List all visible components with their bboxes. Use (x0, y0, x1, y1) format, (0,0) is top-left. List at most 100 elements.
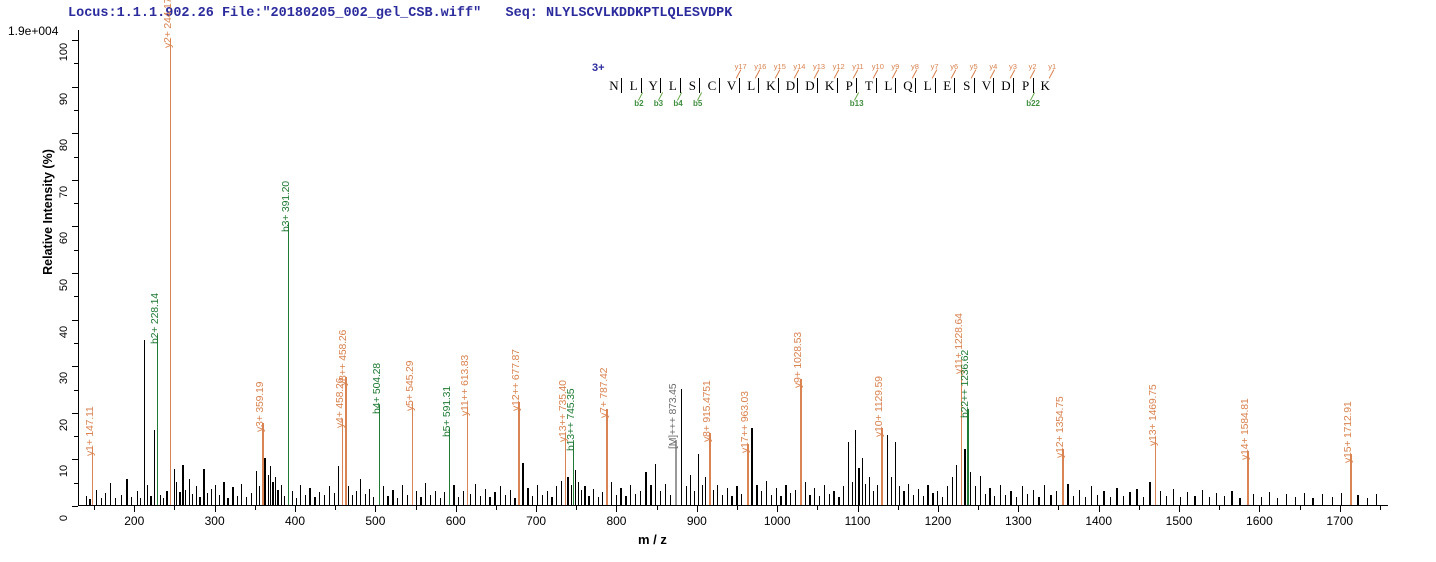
spectrum-peak (546, 491, 548, 505)
annotated-peak[interactable] (1154, 437, 1157, 505)
spectrum-peak (858, 467, 860, 505)
annotated-peak[interactable] (960, 365, 963, 505)
annotated-peak[interactable] (345, 376, 347, 505)
spectrum-peak (1375, 493, 1378, 505)
spectrum-peak (304, 494, 306, 505)
spectrum-peak (415, 491, 417, 505)
spectrum-peak (1172, 489, 1174, 505)
spectrum-plot-area[interactable]: 0 10 20 30 40 50 60 70 80 90 100 200 300 400 500 600 700… (58, 0, 1388, 528)
spectrum-peak (1050, 494, 1052, 505)
annotated-peak[interactable] (448, 428, 451, 505)
annotated-peak[interactable] (967, 409, 969, 505)
spectrum-peak (143, 339, 146, 505)
intensity-scale-label: 1.9e+004 (8, 24, 59, 38)
spectrum-peak (237, 495, 239, 505)
x-axis-tick-label: 1400 (1085, 514, 1113, 528)
spectrum-peak (908, 483, 910, 505)
annotated-peak[interactable] (800, 379, 802, 505)
spectrum-peak (1090, 486, 1092, 505)
y-ion-label: y7 (930, 62, 939, 71)
spectrum-peak (721, 494, 724, 505)
annotated-peak[interactable] (1350, 453, 1352, 505)
annotated-peak[interactable] (1247, 451, 1249, 505)
peak-label: y7+ 787.42 (598, 368, 611, 419)
y-axis-minor-tick (74, 109, 78, 111)
spectrum-peak (974, 486, 977, 505)
peptide-residue: V (981, 78, 992, 93)
spectrum-peak (509, 490, 511, 505)
x-axis-minor-tick (737, 506, 739, 510)
spectrum-peak (1067, 483, 1069, 505)
peak-label: y3+ 359.19 (254, 382, 267, 433)
residue-divider (875, 78, 877, 93)
spectrum-peak (100, 498, 102, 505)
annotated-peak[interactable] (91, 446, 94, 505)
x-axis-minor-tick (1058, 506, 1060, 510)
x-axis-tick (455, 506, 457, 512)
spectrum-peak (348, 486, 350, 505)
annotated-peak[interactable] (675, 439, 677, 505)
spectrum-peak (630, 485, 632, 505)
annotated-peak[interactable] (466, 407, 469, 505)
spectrum-peak (270, 465, 272, 505)
residue-divider (660, 78, 662, 93)
file-label: File:"20180205_002_gel_CSB.wiff" (221, 6, 482, 21)
residue-divider (758, 78, 760, 93)
annotated-peak[interactable] (564, 432, 566, 505)
spectrum-peak (1303, 492, 1305, 505)
spectrum-peak (898, 486, 900, 505)
b-ion-label: b4 (673, 99, 683, 108)
residue-divider (640, 78, 642, 93)
annotated-peak[interactable] (881, 428, 883, 505)
spectrum-peak (685, 486, 687, 505)
annotated-peak[interactable] (1062, 449, 1064, 505)
annotated-peak[interactable] (378, 404, 381, 505)
x-axis-tick (1179, 506, 1181, 512)
x-axis-tick (1339, 506, 1341, 512)
peptide-sequence-text: NLYLSCVLKDDKPTLQLESVDPK (546, 6, 733, 21)
spectrum-peak (199, 496, 201, 505)
annotated-peak[interactable] (747, 444, 749, 505)
b-ion-label: b13 (849, 99, 864, 108)
annotated-peak[interactable] (518, 402, 520, 505)
spectrum-peak (401, 484, 404, 505)
x-axis-tick-label: 1300 (1004, 514, 1032, 528)
peak-label: b3+ 391.20 (279, 181, 292, 233)
peptide-residue: E (943, 78, 952, 93)
annotated-peak[interactable] (169, 39, 172, 505)
peak-label: y8+ 915.4751 (701, 380, 714, 442)
peak-label: y17++ 963.03 (739, 391, 752, 454)
peptide-residue: D (785, 78, 796, 93)
y-axis-tick (72, 319, 78, 321)
spectrum-peak (139, 498, 142, 505)
residue-divider (738, 78, 740, 93)
y-axis-tick-label: 0 (58, 514, 70, 522)
spectrum-peak (593, 489, 595, 505)
spectrum-peak (994, 495, 996, 505)
annotated-peak[interactable] (709, 432, 711, 505)
spectrum-peak (1322, 493, 1324, 505)
spectrum-peak (597, 496, 600, 505)
spectrum-peak (489, 496, 491, 505)
spectrum-peak (1166, 495, 1168, 505)
spectrum-peak (470, 493, 472, 505)
x-axis-tick (536, 506, 538, 512)
annotated-peak[interactable] (287, 223, 290, 505)
spectrum-peak (922, 495, 924, 505)
spectrum-peak (504, 494, 507, 505)
spectrum-peak (818, 495, 821, 505)
spectrum-peak (430, 494, 432, 505)
spectrum-peak (541, 494, 544, 505)
spectrum-peak (1085, 496, 1087, 505)
annotated-peak[interactable] (341, 418, 344, 505)
x-axis-tick (134, 506, 136, 512)
spectrum-peak (258, 486, 261, 505)
annotated-peak[interactable] (411, 402, 414, 505)
spectrum-peak (274, 477, 277, 505)
spectrum-peak (903, 491, 905, 505)
annotated-peak[interactable] (606, 409, 608, 505)
annotated-peak[interactable] (262, 423, 264, 505)
peak-label: y9+ 1028.53 (792, 332, 805, 389)
annotated-peak[interactable] (572, 442, 574, 505)
annotated-peak[interactable] (156, 334, 159, 505)
